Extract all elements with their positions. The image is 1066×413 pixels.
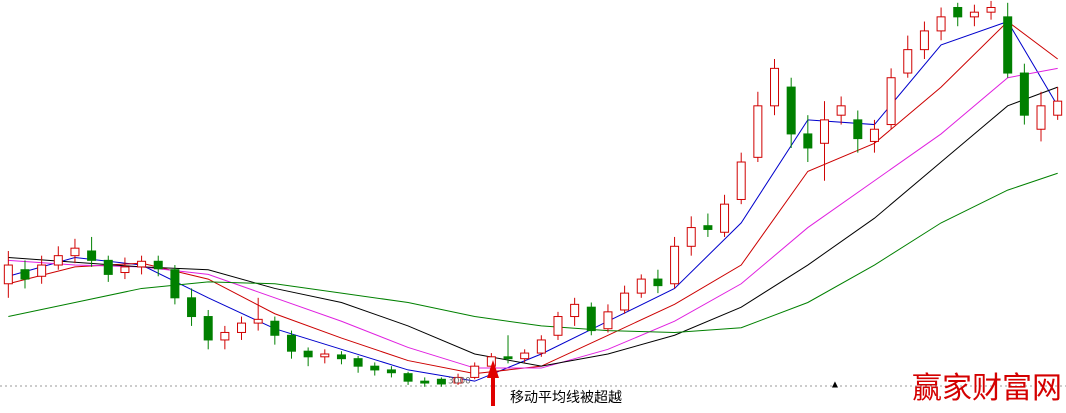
candle-body — [20, 269, 30, 280]
candle-body — [303, 350, 313, 358]
candle-body — [836, 105, 846, 116]
candle-body — [953, 6, 963, 18]
candle-body — [353, 358, 363, 367]
price-label: 3000 — [448, 377, 471, 387]
candle-body — [220, 331, 230, 341]
candle-body — [286, 334, 296, 352]
candle-body — [137, 260, 147, 268]
candle-body — [320, 353, 330, 358]
candle-body — [53, 255, 63, 266]
candle-body — [536, 339, 546, 354]
candle-body — [969, 11, 979, 18]
ma-lines — [8, 20, 1059, 382]
candle-body — [336, 354, 346, 360]
candle-body — [670, 245, 680, 285]
candle-body — [370, 365, 380, 371]
ma-line — [8, 20, 1058, 375]
candle-body — [503, 356, 513, 360]
candle-body — [187, 297, 197, 318]
candle-body — [87, 250, 97, 261]
marker: ▲ — [832, 380, 839, 389]
arrow — [487, 360, 499, 406]
candle-body — [153, 260, 163, 270]
candle-body — [453, 376, 463, 384]
candle-body — [403, 373, 413, 382]
candle-body — [253, 318, 263, 324]
candle-body — [986, 6, 996, 13]
candle-body — [720, 203, 730, 233]
ma-line — [8, 172, 1058, 333]
candle-body — [570, 303, 580, 318]
candle-body — [70, 247, 80, 257]
candle-body — [586, 306, 596, 332]
candle-body — [120, 266, 130, 274]
candle-body — [1053, 100, 1063, 116]
candle-body — [37, 264, 47, 277]
candle-body — [3, 264, 13, 285]
candle-body — [636, 278, 646, 294]
candle-body — [470, 365, 480, 378]
candle-body — [386, 369, 396, 374]
candle-body — [736, 161, 746, 200]
candle-body — [919, 30, 929, 51]
candle-body — [237, 322, 247, 333]
candle-body — [653, 278, 663, 287]
candle-body — [1036, 105, 1046, 130]
candle-body — [520, 352, 530, 360]
candle-body — [753, 105, 763, 158]
candle-body — [620, 292, 630, 311]
candles — [3, 0, 1063, 387]
candle-body — [686, 227, 696, 247]
candle-body — [853, 119, 863, 140]
candle-body — [170, 269, 180, 299]
candle-body — [703, 225, 713, 230]
ma-line — [8, 20, 1059, 382]
candle-body — [603, 311, 613, 330]
watermark: 赢家财富网 — [912, 371, 1062, 406]
ma-line — [8, 86, 1058, 367]
candle-body — [869, 128, 879, 142]
annotation: 移动平均线被超越 — [510, 390, 622, 406]
candle-body — [886, 77, 896, 126]
candle-body — [1019, 72, 1029, 116]
candle-body — [1003, 16, 1013, 74]
candle-body — [803, 133, 813, 149]
candle-body — [770, 67, 780, 107]
candle-body — [786, 86, 796, 135]
candle-body — [553, 316, 563, 336]
candle-body — [270, 320, 280, 336]
candle-body — [103, 259, 113, 275]
candle-body — [936, 16, 946, 32]
ma-line — [8, 67, 1058, 369]
candle-body — [819, 119, 829, 144]
candle-body — [436, 378, 446, 385]
candle-body — [420, 380, 430, 384]
candle-body — [203, 316, 213, 341]
candle-body — [903, 49, 913, 74]
